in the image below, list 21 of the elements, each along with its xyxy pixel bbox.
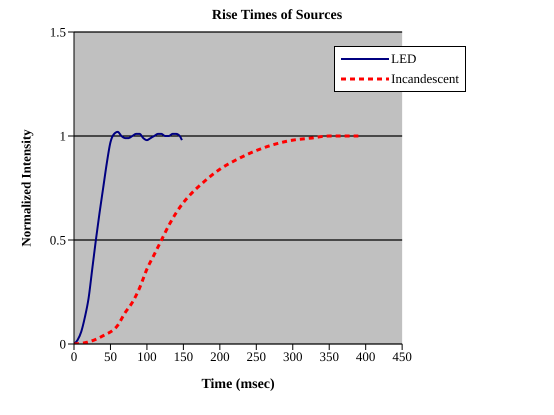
line-series — [74, 134, 360, 344]
y-tick-label: 0 — [60, 336, 66, 352]
legend-label: LED — [391, 51, 416, 67]
y-tick-label: 1.5 — [50, 24, 66, 40]
x-tick-label: 300 — [283, 349, 303, 364]
legend-label: Incandescent — [391, 71, 459, 87]
x-tick-label: 250 — [246, 349, 266, 364]
x-axis-title: Time (msec) — [201, 377, 276, 392]
y-tick-label: 0.5 — [50, 232, 66, 248]
x-tick-label: 450 — [392, 349, 412, 364]
line-series — [74, 130, 183, 344]
y-axis-title: Normalized Intensity — [18, 128, 34, 247]
chart-title: Rise Times of Sources — [212, 8, 342, 23]
x-tick-label: 150 — [174, 349, 194, 364]
x-tick-label: 400 — [356, 349, 376, 364]
x-tick-label: 0 — [70, 349, 78, 364]
y-tick-label: 1 — [60, 128, 66, 144]
x-tick-label: 50 — [104, 349, 117, 364]
x-tick-label: 100 — [137, 349, 157, 364]
x-tick-label: 200 — [210, 349, 230, 364]
x-tick-label: 350 — [319, 349, 339, 364]
